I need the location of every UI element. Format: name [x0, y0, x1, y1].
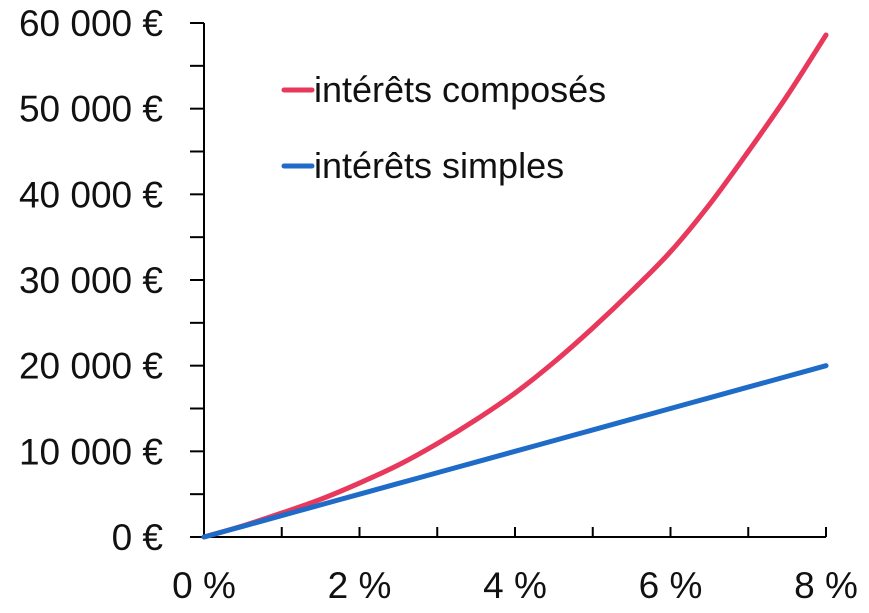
series-layer [201, 32, 829, 540]
legend: intérêts composés intérêts simples [281, 69, 606, 186]
y-tick-label: 60 000 € [19, 3, 163, 44]
legend-label: intérêts simples [314, 145, 564, 186]
x-tick-label: 6 % [639, 565, 703, 606]
legend-label: intérêts composés [314, 69, 606, 110]
x-ticks: 0 % 2 % 4 % 6 % 8 % [172, 527, 858, 606]
x-tick-label: 8 % [794, 565, 858, 606]
y-tick-label: 40 000 € [19, 174, 163, 215]
series-line-compound-interest [201, 32, 829, 540]
y-tick-label: 10 000 € [19, 431, 163, 472]
y-ticks: 0 € 10 000 € 20 000 € 30 000 € 40 000 € 50 00… [19, 3, 204, 558]
x-tick-label: 0 % [172, 565, 236, 606]
y-tick-label: 50 000 € [19, 89, 163, 130]
y-tick-label: 20 000 € [19, 346, 163, 387]
series-line-simple-interest [201, 363, 829, 540]
x-tick-label: 2 % [328, 565, 392, 606]
y-tick-label: 0 € [112, 517, 164, 558]
y-tick-label: 30 000 € [19, 260, 163, 301]
x-tick-label: 4 % [483, 565, 547, 606]
